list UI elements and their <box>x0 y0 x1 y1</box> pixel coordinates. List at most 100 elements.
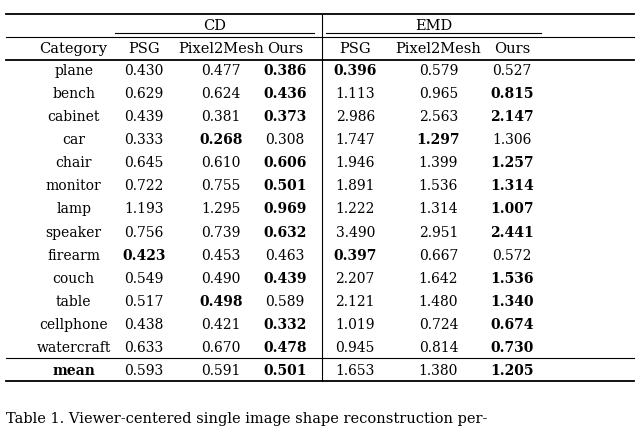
Text: 1.113: 1.113 <box>335 87 375 101</box>
Text: 0.501: 0.501 <box>263 363 307 377</box>
Text: 0.670: 0.670 <box>201 340 241 354</box>
Text: CD: CD <box>203 19 226 33</box>
Text: 2.207: 2.207 <box>335 271 375 285</box>
Text: 0.498: 0.498 <box>199 294 243 308</box>
Text: speaker: speaker <box>45 225 102 239</box>
Text: 0.549: 0.549 <box>124 271 164 285</box>
Text: 0.453: 0.453 <box>201 248 241 262</box>
Text: Pixel2Mesh: Pixel2Mesh <box>396 42 481 55</box>
Text: 0.945: 0.945 <box>335 340 375 354</box>
Text: 0.645: 0.645 <box>124 156 164 170</box>
Text: 0.633: 0.633 <box>124 340 164 354</box>
Text: 0.439: 0.439 <box>263 271 307 285</box>
Text: 0.814: 0.814 <box>419 340 458 354</box>
Text: 0.593: 0.593 <box>124 363 164 377</box>
Text: 0.436: 0.436 <box>263 87 307 101</box>
Text: 1.257: 1.257 <box>490 156 534 170</box>
Text: 0.756: 0.756 <box>124 225 164 239</box>
Text: 0.430: 0.430 <box>124 64 164 78</box>
Text: 0.477: 0.477 <box>201 64 241 78</box>
Text: mean: mean <box>52 363 95 377</box>
Text: 0.439: 0.439 <box>124 110 164 124</box>
Text: 2.147: 2.147 <box>490 110 534 124</box>
Text: PSG: PSG <box>339 42 371 55</box>
Text: Ours: Ours <box>267 42 303 55</box>
Text: monitor: monitor <box>45 179 102 193</box>
Text: 0.606: 0.606 <box>263 156 307 170</box>
Text: 0.396: 0.396 <box>333 64 377 78</box>
Text: 0.333: 0.333 <box>124 133 164 147</box>
Text: 0.610: 0.610 <box>201 156 241 170</box>
Text: watercraft: watercraft <box>36 340 111 354</box>
Text: Pixel2Mesh: Pixel2Mesh <box>178 42 264 55</box>
Text: Ours: Ours <box>494 42 530 55</box>
Text: 0.421: 0.421 <box>201 317 241 331</box>
Text: 1.946: 1.946 <box>335 156 375 170</box>
Text: 0.667: 0.667 <box>419 248 458 262</box>
Text: 0.624: 0.624 <box>201 87 241 101</box>
Text: 1.205: 1.205 <box>490 363 534 377</box>
Text: 1.314: 1.314 <box>490 179 534 193</box>
Text: 0.674: 0.674 <box>490 317 534 331</box>
Text: 2.951: 2.951 <box>419 225 458 239</box>
Text: 0.478: 0.478 <box>263 340 307 354</box>
Text: 0.815: 0.815 <box>490 87 534 101</box>
Text: 1.653: 1.653 <box>335 363 375 377</box>
Text: 0.755: 0.755 <box>201 179 241 193</box>
Text: bench: bench <box>52 87 95 101</box>
Text: 0.724: 0.724 <box>419 317 458 331</box>
Text: 0.386: 0.386 <box>263 64 307 78</box>
Text: 1.536: 1.536 <box>419 179 458 193</box>
Text: Table 1. Viewer-centered single image shape reconstruction per-: Table 1. Viewer-centered single image sh… <box>6 411 488 425</box>
Text: 1.314: 1.314 <box>419 202 458 216</box>
Text: 0.397: 0.397 <box>333 248 377 262</box>
Text: lamp: lamp <box>56 202 91 216</box>
Text: table: table <box>56 294 92 308</box>
Text: 1.222: 1.222 <box>335 202 375 216</box>
Text: 1.019: 1.019 <box>335 317 375 331</box>
Text: 0.501: 0.501 <box>263 179 307 193</box>
Text: 0.308: 0.308 <box>265 133 305 147</box>
Text: 2.986: 2.986 <box>335 110 375 124</box>
Text: PSG: PSG <box>128 42 160 55</box>
Text: 1.306: 1.306 <box>492 133 532 147</box>
Text: 0.739: 0.739 <box>201 225 241 239</box>
Text: 0.438: 0.438 <box>124 317 164 331</box>
Text: 0.517: 0.517 <box>124 294 164 308</box>
Text: 0.268: 0.268 <box>199 133 243 147</box>
Text: 1.380: 1.380 <box>419 363 458 377</box>
Text: 1.891: 1.891 <box>335 179 375 193</box>
Text: cellphone: cellphone <box>39 317 108 331</box>
Text: 0.632: 0.632 <box>263 225 307 239</box>
Text: car: car <box>62 133 85 147</box>
Text: Category: Category <box>40 42 108 55</box>
Text: 0.490: 0.490 <box>201 271 241 285</box>
Text: 0.381: 0.381 <box>201 110 241 124</box>
Text: 0.332: 0.332 <box>263 317 307 331</box>
Text: 1.399: 1.399 <box>419 156 458 170</box>
Text: 1.193: 1.193 <box>124 202 164 216</box>
Text: 1.480: 1.480 <box>419 294 458 308</box>
Text: 0.463: 0.463 <box>265 248 305 262</box>
Text: 0.969: 0.969 <box>263 202 307 216</box>
Text: 0.730: 0.730 <box>490 340 534 354</box>
Text: couch: couch <box>52 271 95 285</box>
Text: 0.589: 0.589 <box>265 294 305 308</box>
Text: 1.747: 1.747 <box>335 133 375 147</box>
Text: plane: plane <box>54 64 93 78</box>
Text: 2.121: 2.121 <box>335 294 375 308</box>
Text: 1.642: 1.642 <box>419 271 458 285</box>
Text: 1.340: 1.340 <box>490 294 534 308</box>
Text: 3.490: 3.490 <box>335 225 375 239</box>
Text: 2.563: 2.563 <box>419 110 458 124</box>
Text: 1.297: 1.297 <box>417 133 460 147</box>
Text: 0.965: 0.965 <box>419 87 458 101</box>
Text: 1.295: 1.295 <box>201 202 241 216</box>
Text: EMD: EMD <box>415 19 452 33</box>
Text: 0.579: 0.579 <box>419 64 458 78</box>
Text: 0.423: 0.423 <box>122 248 166 262</box>
Text: 0.572: 0.572 <box>492 248 532 262</box>
Text: chair: chair <box>55 156 92 170</box>
Text: firearm: firearm <box>47 248 100 262</box>
Text: cabinet: cabinet <box>47 110 100 124</box>
